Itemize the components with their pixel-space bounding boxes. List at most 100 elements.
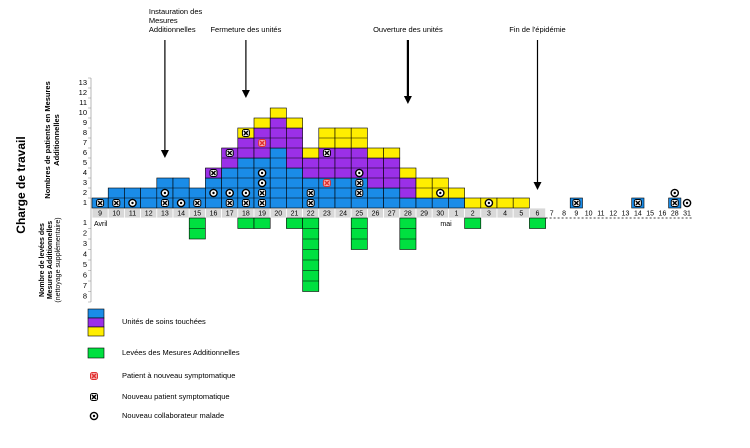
- y2-tick-label: 2: [83, 229, 87, 238]
- marker-dot: [163, 191, 167, 195]
- marker-staff: [354, 168, 364, 178]
- y-tick-label: 10: [79, 108, 87, 117]
- marker-staff: [89, 411, 99, 421]
- marker-new: [193, 199, 202, 207]
- marker-dot: [358, 171, 361, 175]
- x-tick-label: 9: [574, 210, 578, 217]
- marker-staff: [160, 188, 170, 198]
- marker-dot: [244, 191, 248, 195]
- block-segment: [253, 117, 271, 129]
- marker-staff: [670, 188, 680, 198]
- marker-dot: [131, 201, 134, 205]
- x-tick-label: 22: [307, 210, 315, 217]
- block-segment: [431, 197, 449, 209]
- marker-staff: [484, 198, 494, 208]
- annotation: Fermeture des unités: [210, 25, 281, 34]
- x-tick-label: 12: [145, 210, 153, 217]
- marker-cross: [227, 150, 233, 156]
- marker-dot: [212, 191, 215, 195]
- block-segment: [399, 167, 417, 179]
- x-tick-label: 8: [562, 210, 566, 217]
- marker-cross: [573, 200, 579, 206]
- y-tick-label: 11: [79, 98, 87, 107]
- y-tick-label: 3: [83, 178, 87, 187]
- x-tick-label: 5: [519, 210, 523, 217]
- marker-dot: [685, 201, 689, 205]
- x-tick-label: 27: [388, 210, 396, 217]
- legend-swatch: [87, 326, 105, 337]
- x-tick-label: 15: [646, 210, 654, 217]
- marker-cross: [259, 190, 265, 196]
- marker-cross: [97, 200, 103, 206]
- x-tick-label: 16: [659, 210, 667, 217]
- marker-staff: [241, 188, 251, 198]
- y-label-top: Nombres de patients en Mesures: [43, 81, 52, 199]
- marker-dot: [673, 191, 676, 195]
- block-segment: [464, 197, 482, 209]
- x-tick-label: 9: [98, 210, 102, 217]
- marker-cross: [324, 150, 330, 156]
- block-segment: [399, 197, 417, 209]
- marker-staff: [209, 188, 218, 198]
- y2-tick-label: 7: [83, 281, 87, 290]
- marker-new: [112, 199, 121, 207]
- marker-staff: [682, 198, 692, 208]
- marker-new: [160, 199, 169, 207]
- marker-cross: [243, 200, 249, 206]
- x-tick-label: 29: [420, 210, 428, 217]
- marker-cross: [356, 190, 362, 196]
- lift-bar: [302, 217, 320, 292]
- x-tick-label: 30: [436, 210, 444, 217]
- x-tick-label: 14: [177, 210, 185, 217]
- marker-cross: [259, 140, 265, 146]
- legend-label: Nouveau collaborateur malade: [122, 411, 224, 420]
- marker-dot: [439, 191, 442, 195]
- legend-label: Patient à nouveau symptomatique: [122, 371, 235, 380]
- annotation: Ouverture des unités: [373, 25, 443, 34]
- marker-new: [225, 149, 234, 157]
- x-tick-label: 23: [323, 210, 331, 217]
- marker-dot: [260, 181, 264, 185]
- y-tick-label: 7: [83, 138, 87, 147]
- y2-tick-label: 3: [83, 239, 87, 248]
- block-segment: [448, 187, 465, 199]
- marker-dot: [487, 201, 491, 205]
- x-tick-label: 11: [597, 210, 604, 217]
- marker-cross: [308, 200, 314, 206]
- marker-new: [241, 199, 250, 207]
- x-tick-label: 24: [339, 210, 347, 217]
- marker-new: [633, 199, 642, 207]
- marker-new: [355, 189, 364, 197]
- marker-dot: [179, 201, 183, 205]
- marker-staff: [435, 188, 445, 198]
- x-tick-label: 31: [683, 210, 691, 217]
- y-tick-label: 12: [79, 88, 87, 97]
- marker-dot: [260, 171, 264, 175]
- block-segment: [334, 177, 352, 209]
- marker-relapse: [90, 372, 98, 380]
- arrow-head: [403, 96, 412, 104]
- month-label: Avril: [94, 221, 108, 228]
- marker-relapse: [322, 179, 331, 187]
- annotation: Fin de l'épidémie: [509, 25, 565, 34]
- block-segment: [367, 157, 384, 189]
- y-label-bottom: Nombre de levées des: [39, 223, 46, 297]
- lift-bar: [529, 217, 546, 229]
- x-tick-label: 21: [291, 210, 299, 217]
- y-tick-label: 2: [83, 188, 87, 197]
- x-tick-label: 4: [503, 210, 507, 217]
- block-segment: [286, 117, 303, 129]
- annotation: Instauration des: [149, 7, 203, 16]
- marker-new: [258, 199, 267, 207]
- marker-cross: [259, 200, 265, 206]
- marker-cross: [356, 180, 362, 186]
- y-label-bottom: (nettoyage supplémentaire): [55, 217, 62, 302]
- block-segment: [302, 147, 320, 159]
- marker-new: [90, 393, 98, 401]
- block-segment: [415, 197, 433, 209]
- legend-swatch: [87, 308, 105, 319]
- block-segment: [269, 117, 287, 149]
- lift-bar: [399, 217, 417, 250]
- marker-new: [241, 129, 250, 137]
- y2-tick-label: 8: [83, 292, 87, 301]
